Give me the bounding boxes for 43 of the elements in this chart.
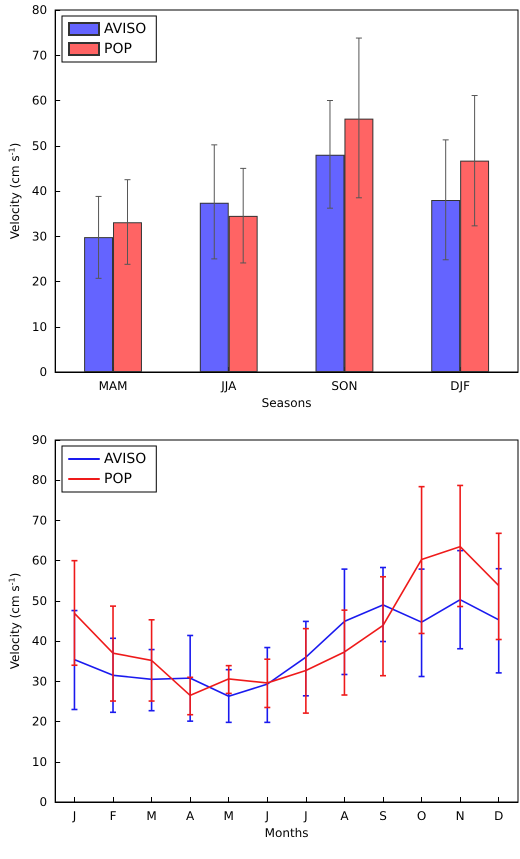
x-tick-label: M [224, 808, 234, 822]
x-tick-label: A [340, 808, 350, 822]
y-tick-label: 0 [40, 365, 48, 379]
y-tick-label: 70 [32, 512, 48, 527]
y-tick-label: 60 [32, 94, 48, 108]
y-tick-label: 70 [32, 48, 48, 62]
legend-label: AVISO [104, 450, 146, 466]
x-tick-label: O [416, 808, 426, 822]
legend-label: POP [104, 41, 132, 57]
y-tick-label: 0 [40, 794, 48, 808]
y-tick-label: 80 [32, 472, 48, 487]
y-tick-label: 80 [32, 3, 48, 17]
y-tick-label: 30 [32, 674, 48, 688]
legend-label: AVISO [104, 21, 146, 37]
x-tick-label: A [186, 808, 196, 822]
x-tick-label: SON [331, 379, 358, 393]
y-tick-label: 10 [32, 754, 48, 768]
y-tick-label: 30 [32, 229, 48, 244]
y-tick-label: 90 [32, 432, 48, 446]
y-tick-label: 60 [32, 553, 48, 568]
x-tick-label: JJA [220, 379, 238, 393]
x-tick-label: D [494, 808, 504, 822]
y-tick-label: 20 [32, 714, 48, 728]
x-tick-label: J [303, 808, 308, 822]
y-axis-title: Velocity (cm s-1) [8, 142, 22, 240]
legend-label: POP [104, 470, 132, 486]
y-axis-title: Velocity (cm s-1) [8, 572, 22, 669]
x-tick-label: N [456, 808, 465, 822]
y-tick-label: 40 [32, 634, 48, 648]
y-tick-label: 10 [32, 320, 48, 334]
x-tick-label: F [110, 808, 117, 822]
x-tick-label: M [146, 808, 157, 822]
x-axis-title: Months [264, 825, 309, 840]
x-tick-label: MAM [98, 379, 128, 393]
x-tick-label: S [379, 808, 387, 822]
x-tick-label: J [72, 808, 76, 822]
x-axis-title: Seasons [262, 396, 312, 410]
y-tick-label: 40 [32, 184, 48, 198]
y-tick-label: 20 [32, 274, 48, 288]
y-tick-label: 50 [32, 593, 48, 608]
x-tick-label: J [264, 808, 270, 822]
y-tick-label: 50 [32, 138, 48, 153]
x-tick-label: DJF [450, 379, 470, 393]
